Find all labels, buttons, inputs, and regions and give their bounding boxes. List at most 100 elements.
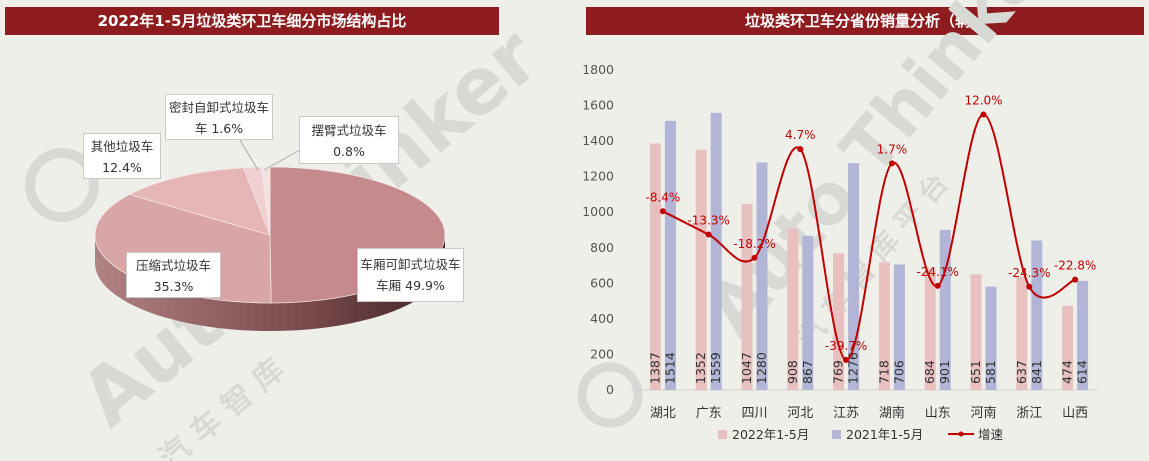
y-tick-label: 1800 xyxy=(582,62,614,77)
bar-value-label: 1559 xyxy=(708,352,723,384)
growth-label: 12.0% xyxy=(964,93,1002,107)
bar-湖北-2022年1-5月 xyxy=(649,143,661,390)
y-tick-label: 1400 xyxy=(582,133,614,148)
bar-河北-2021年1-5月 xyxy=(802,235,814,390)
growth-point xyxy=(659,208,666,215)
bar-河南-2022年1-5月 xyxy=(970,274,982,390)
bar-value-label: 1047 xyxy=(739,352,754,384)
x-axis: 湖北 广东 四川 河北 江苏 湖南 山东 河南 浙江 山西 xyxy=(650,405,1088,421)
bar-广东-2021年1-5月 xyxy=(710,112,722,390)
x-tick-label: 广东 xyxy=(696,406,722,421)
legend: 2022年1-5月 2021年1-5月 增速 xyxy=(718,427,1004,442)
bar-value-label: 614 xyxy=(1075,360,1090,384)
pie-side-walls xyxy=(95,235,445,331)
bar-河南-2021年1-5月 xyxy=(985,286,997,390)
bar-value-label: 908 xyxy=(785,360,800,384)
bar-value-label: 718 xyxy=(876,360,891,384)
pie-leader-lines xyxy=(239,139,301,171)
pie-label-摆臂式垃圾车: 摆臂式垃圾车 0.8% xyxy=(299,116,399,164)
y-tick-label: 400 xyxy=(590,311,614,326)
watermark-logo xyxy=(25,148,99,222)
pie-label-其他垃圾车: 其他垃圾车 12.4% xyxy=(83,133,161,179)
growth-point xyxy=(1026,283,1033,290)
pie-label-车厢可卸式垃圾车: 车厢可卸式垃圾车 车厢 49.9% xyxy=(357,248,464,302)
growth-label: -24.3% xyxy=(1008,266,1050,280)
pie-leader-line xyxy=(239,139,259,171)
growth-point xyxy=(1072,276,1079,283)
bar-江苏-2021年1-5月 xyxy=(848,163,860,390)
bar-value-label: 769 xyxy=(831,360,846,384)
bar-value-label: 1352 xyxy=(693,352,708,384)
bar-value-label: 474 xyxy=(1060,360,1075,384)
growth-label: -39.7% xyxy=(825,339,867,353)
bar-value-label: 1387 xyxy=(647,352,662,384)
bar-value-label: 1280 xyxy=(754,352,769,384)
bar-value-label: 651 xyxy=(968,360,983,384)
bar-value-label: 1276 xyxy=(846,352,861,384)
growth-label: -8.4% xyxy=(645,190,680,204)
bar-value-label: 867 xyxy=(800,360,815,384)
pie-label-压缩式垃圾车: 压缩式垃圾车 35.3% xyxy=(126,252,221,298)
growth-point xyxy=(751,254,758,261)
y-tick-label: 1600 xyxy=(582,98,614,113)
bar-河北-2022年1-5月 xyxy=(787,228,799,390)
pie-slice-其他垃圾车 xyxy=(128,167,271,236)
y-tick-label: 1200 xyxy=(582,169,614,184)
pie-leader-line xyxy=(263,149,301,171)
bar-江苏-2022年1-5月 xyxy=(833,253,845,390)
legend-swatch xyxy=(832,430,841,439)
bar-广东-2022年1-5月 xyxy=(695,149,707,390)
bar-山西-2022年1-5月 xyxy=(1062,305,1074,390)
bar-value-label: 706 xyxy=(891,360,906,384)
bar-四川-2021年1-5月 xyxy=(756,162,768,390)
bar-浙江-2021年1-5月 xyxy=(1031,240,1043,390)
growth-point xyxy=(705,231,712,238)
y-tick-label: 0 xyxy=(606,382,614,397)
bar-value-label: 581 xyxy=(983,360,998,384)
bar-山东-2022年1-5月 xyxy=(924,268,936,390)
bar-湖北-2021年1-5月 xyxy=(664,120,676,390)
bar-value-label: 841 xyxy=(1029,360,1044,384)
growth-label: -13.3% xyxy=(687,214,729,228)
bar-value-label: 1514 xyxy=(662,352,677,384)
bar-chart-title: 垃圾类环卫车分省份销量分析（辆） xyxy=(586,7,1144,35)
growth-line: -8.4% -13.3% -18.2% 4.7% -39.7% 1.7% -24.1% 12.… xyxy=(645,93,1096,363)
legend-label: 2022年1-5月 xyxy=(732,427,809,442)
bar-line-chart-panel: 垃圾类环卫车分省份销量分析（辆） Auto Thinker 汽 车 智 库 平 … xyxy=(570,0,1149,461)
bar-value-label: 901 xyxy=(937,360,952,384)
growth-label: -18.2% xyxy=(733,237,775,251)
legend-label: 2021年1-5月 xyxy=(846,427,923,442)
growth-label: 4.7% xyxy=(785,128,816,142)
bar-line-chart: Auto Thinker 汽 车 智 库 平 台 020040060080010… xyxy=(577,0,1098,442)
growth-point xyxy=(888,160,895,167)
legend-swatch xyxy=(718,430,727,439)
watermark-logo xyxy=(577,362,643,428)
growth-point xyxy=(843,356,850,363)
growth-label: -22.8% xyxy=(1054,259,1096,273)
growth-point xyxy=(980,111,987,118)
bar-湖南-2022年1-5月 xyxy=(878,262,890,390)
growth-label: 1.7% xyxy=(877,142,908,156)
legend-label: 增速 xyxy=(978,427,1004,442)
bar-value-label: 684 xyxy=(922,360,937,384)
bars xyxy=(649,112,1089,390)
pie-chart: Auto Thinker 汽 车 智 库 xyxy=(25,11,556,461)
growth-point xyxy=(934,282,941,289)
bar-山西-2021年1-5月 xyxy=(1077,280,1089,390)
x-tick-label: 湖南 xyxy=(879,405,905,421)
x-tick-label: 江苏 xyxy=(833,405,859,421)
y-tick-label: 600 xyxy=(590,275,614,290)
pie-side-wall xyxy=(95,235,445,331)
legend-marker xyxy=(958,431,964,437)
x-tick-label: 山东 xyxy=(925,406,951,421)
x-tick-label: 四川 xyxy=(741,406,767,421)
pie-chart-title: 2022年1-5月垃圾类环卫车细分市场结构占比 xyxy=(5,7,499,35)
pie-label-密封自卸式垃圾车: 密封自卸式垃圾车 车 1.6% xyxy=(165,94,273,140)
bar-四川-2022年1-5月 xyxy=(741,203,753,390)
bar-浙江-2022年1-5月 xyxy=(1016,276,1028,390)
bar-value-label: 637 xyxy=(1014,360,1029,384)
growth-point xyxy=(797,146,804,153)
pie-chart-panel: 2022年1-5月垃圾类环卫车细分市场结构占比 Auto Thinker 汽 车… xyxy=(0,0,560,461)
growth-label: -24.1% xyxy=(916,265,958,279)
y-tick-label: 800 xyxy=(590,240,614,255)
